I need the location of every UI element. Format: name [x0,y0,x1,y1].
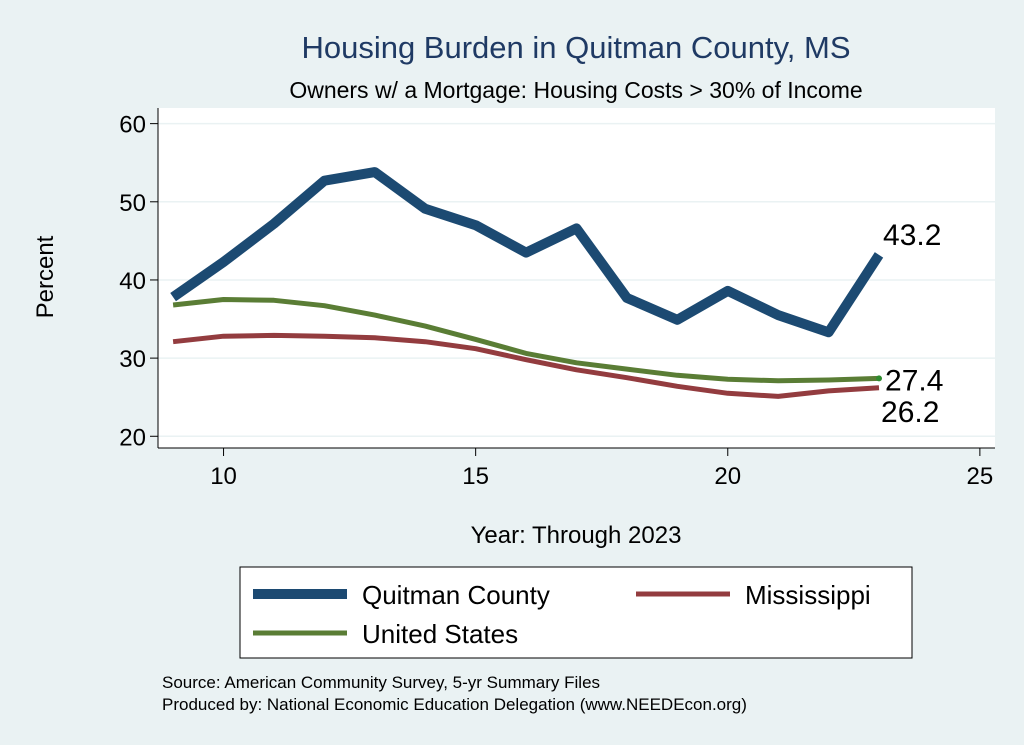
end-label-united-states: 27.4 [885,364,943,397]
y-tick-label-20: 20 [119,424,146,451]
legend-label-united-states: United States [362,619,518,649]
y-axis-label: Percent [32,235,59,318]
y-tick-label-50: 50 [119,190,146,217]
axes: 20 30 40 50 60 10 15 20 25 [119,108,995,490]
series-line-united-states [172,297,880,384]
end-labels: 43.2 27.426.2 [876,219,943,429]
y-tick-label-40: 40 [119,268,146,295]
x-tick-label-20: 20 [714,463,741,490]
legend-box [239,566,913,659]
legend-label-mississippi: Mississippi [745,580,871,610]
x-tick-label-25: 25 [967,463,994,490]
us-end-marker [876,375,883,382]
produced-note: Produced by: National Economic Education… [162,695,747,714]
chart-subtitle: Owners w/ a Mortgage: Housing Costs > 30… [289,77,862,103]
legend: Quitman County Mississippi United States [253,580,871,649]
y-tick-label-30: 30 [119,346,146,373]
end-label-quitman-county: 43.2 [883,219,941,252]
series-line-quitman-county [170,167,884,338]
y-tick-label-60: 60 [119,112,146,139]
x-tick-label-15: 15 [462,463,489,490]
chart-title: Housing Burden in Quitman County, MS [301,30,850,65]
x-axis-label: Year: Through 2023 [471,522,682,549]
source-note: Source: American Community Survey, 5-yr … [162,673,600,692]
end-label-mississippi: 26.2 [881,396,939,429]
series-line-mississippi [172,332,880,399]
legend-label-quitman-county: Quitman County [362,580,550,610]
x-tick-label-10: 10 [210,463,237,490]
series-group [170,167,884,399]
